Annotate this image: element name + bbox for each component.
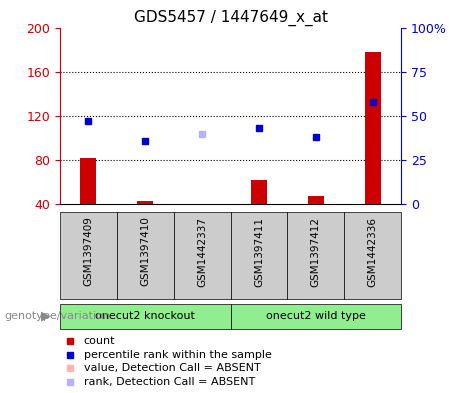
Bar xyxy=(308,195,324,204)
Text: ▶: ▶ xyxy=(41,310,51,323)
Text: GSM1397412: GSM1397412 xyxy=(311,217,321,286)
Text: value, Detection Call = ABSENT: value, Detection Call = ABSENT xyxy=(84,364,260,373)
Bar xyxy=(137,201,153,204)
Bar xyxy=(230,212,287,299)
Bar xyxy=(230,304,401,329)
Text: count: count xyxy=(84,336,115,346)
Bar xyxy=(251,180,267,204)
Title: GDS5457 / 1447649_x_at: GDS5457 / 1447649_x_at xyxy=(134,10,327,26)
Bar xyxy=(60,304,230,329)
Bar xyxy=(80,158,96,204)
Bar xyxy=(344,212,401,299)
Text: GSM1397410: GSM1397410 xyxy=(140,217,150,286)
Bar xyxy=(60,212,117,299)
Text: GSM1397411: GSM1397411 xyxy=(254,217,264,286)
Bar xyxy=(287,212,344,299)
Bar xyxy=(174,212,230,299)
Bar xyxy=(365,52,381,204)
Text: onecut2 wild type: onecut2 wild type xyxy=(266,311,366,321)
Bar xyxy=(117,212,174,299)
Text: rank, Detection Call = ABSENT: rank, Detection Call = ABSENT xyxy=(84,377,255,387)
Text: GSM1397409: GSM1397409 xyxy=(83,217,94,286)
Text: percentile rank within the sample: percentile rank within the sample xyxy=(84,350,272,360)
Text: onecut2 knockout: onecut2 knockout xyxy=(95,311,195,321)
Text: genotype/variation: genotype/variation xyxy=(5,311,111,321)
Text: GSM1442336: GSM1442336 xyxy=(367,217,378,286)
Text: GSM1442337: GSM1442337 xyxy=(197,217,207,286)
